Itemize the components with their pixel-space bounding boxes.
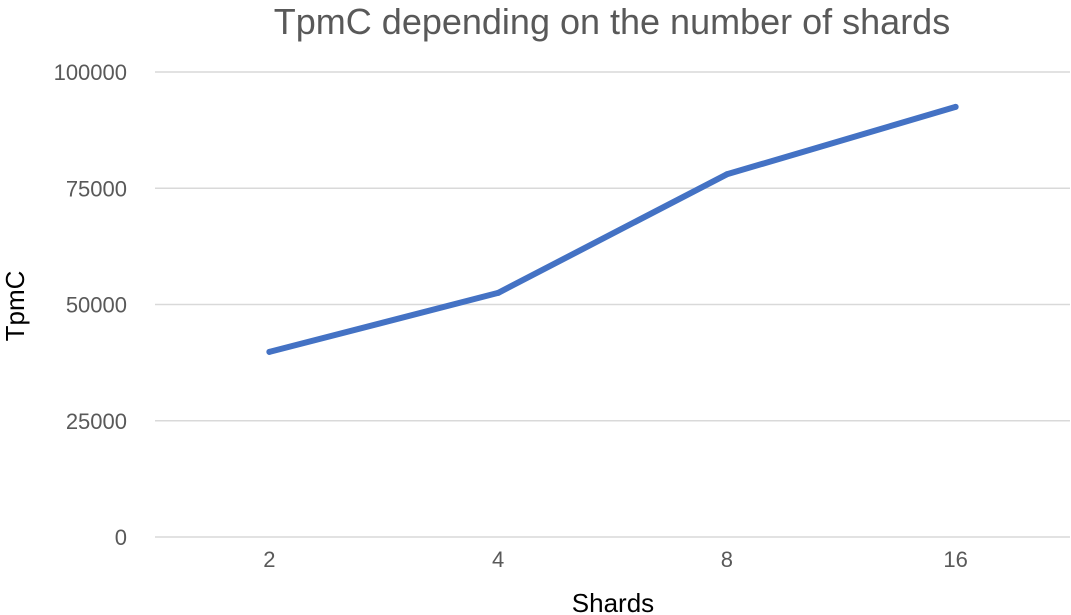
x-axis-ticks: 2 4 8 16 (263, 547, 968, 572)
y-axis-title: TpmC (0, 271, 30, 342)
data-point (723, 171, 730, 178)
series-layer (266, 103, 959, 355)
chart-title: TpmC depending on the number of shards (274, 1, 950, 42)
gridlines (155, 71, 1070, 538)
y-tick-label: 100000 (54, 60, 127, 85)
x-axis-title: Shards (572, 588, 654, 615)
series-line-0 (266, 103, 959, 355)
x-tick-label: 4 (492, 547, 504, 572)
x-tick-label: 8 (721, 547, 733, 572)
y-tick-label: 75000 (66, 176, 127, 201)
data-point (266, 348, 273, 355)
data-point (952, 103, 959, 110)
data-point (495, 289, 502, 296)
x-tick-label: 16 (943, 547, 967, 572)
y-tick-label: 25000 (66, 409, 127, 434)
y-tick-label: 50000 (66, 293, 127, 318)
x-tick-label: 2 (263, 547, 275, 572)
y-tick-label: 0 (115, 525, 127, 550)
y-axis-ticks: 0 25000 50000 75000 100000 (54, 60, 127, 550)
